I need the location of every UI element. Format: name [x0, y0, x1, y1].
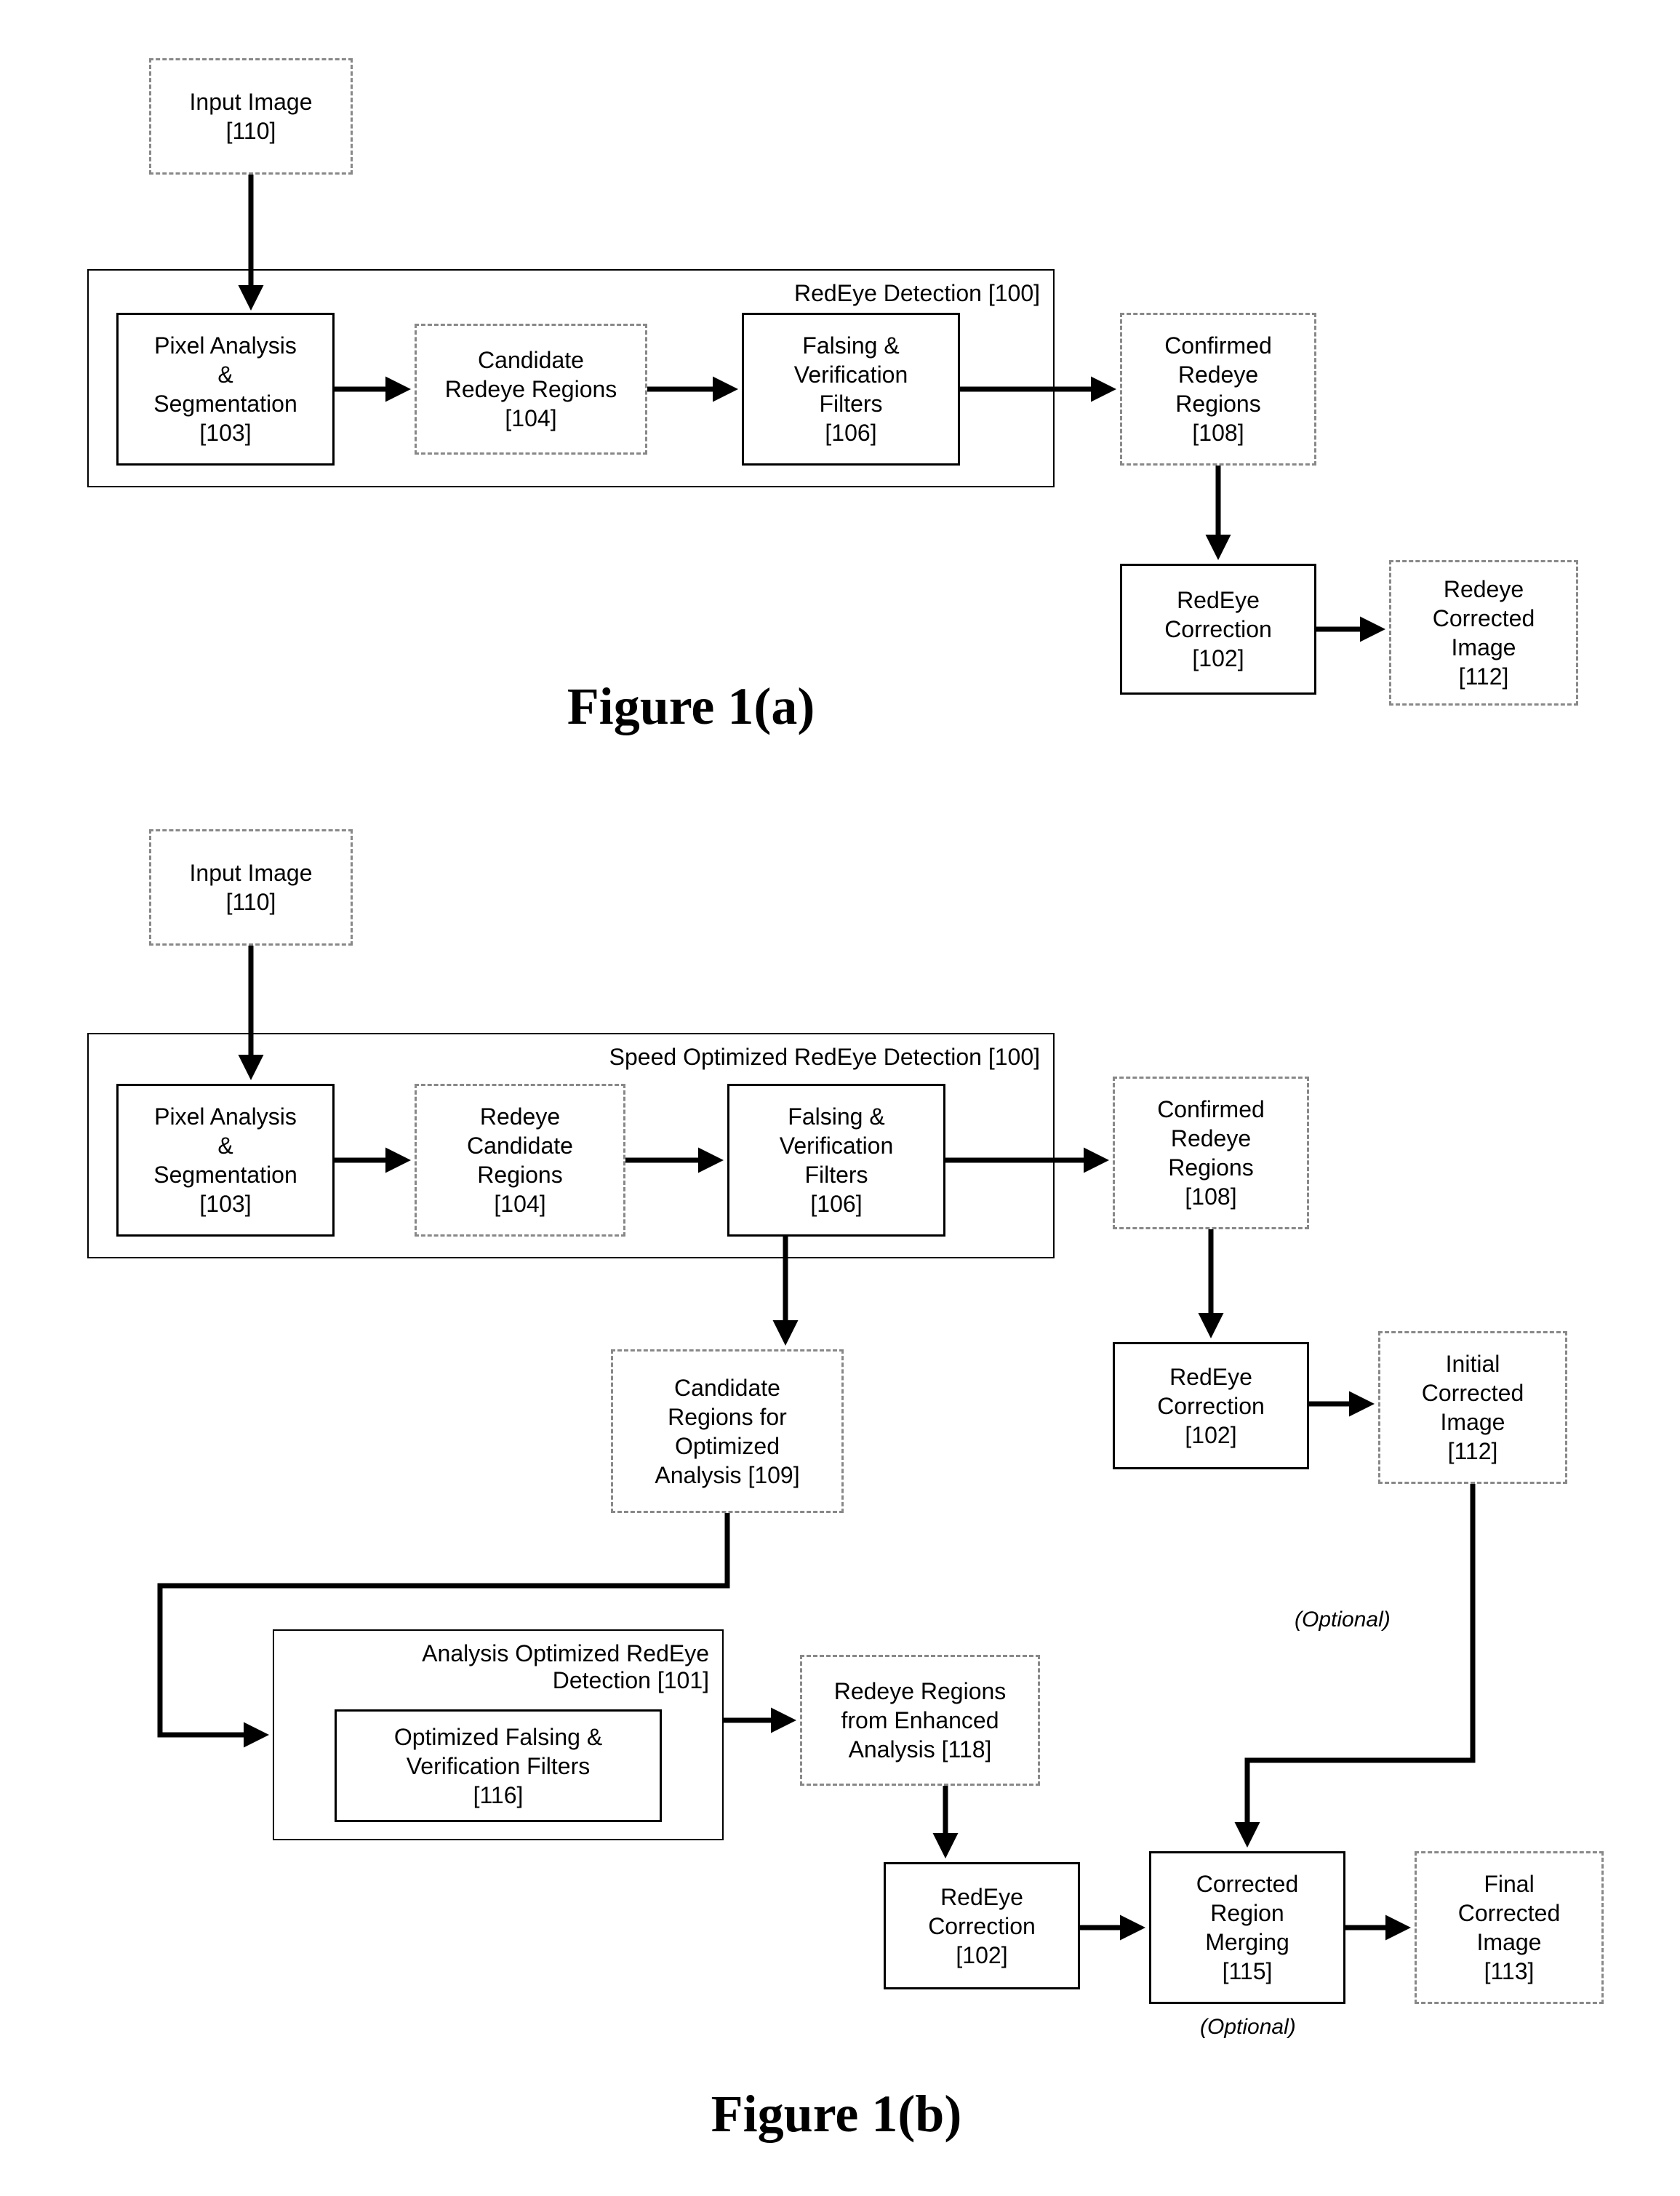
- fig-b-redeye-correction-2: RedEye Correction [102]: [884, 1862, 1080, 1989]
- diagram-page: Input Image [110] RedEye Detection [100]…: [0, 0, 1680, 2196]
- fig-b-candidate-regions: Redeye Candidate Regions [104]: [415, 1084, 625, 1237]
- fig-b-region-merging: Corrected Region Merging [115]: [1149, 1851, 1345, 2004]
- fig-b-confirmed-regions: Confirmed Redeye Regions [108]: [1113, 1077, 1309, 1229]
- fig-b-optional-1: (Optional): [1295, 1608, 1391, 1632]
- fig-a-redeye-correction: RedEye Correction [102]: [1120, 564, 1316, 695]
- fig-a-candidate-regions: Candidate Redeye Regions [104]: [415, 324, 647, 455]
- fig-b-caption: Figure 1(b): [582, 2084, 1091, 2144]
- fig-a-confirmed-regions: Confirmed Redeye Regions [108]: [1120, 313, 1316, 466]
- fig-b-enhanced-regions: Redeye Regions from Enhanced Analysis [1…: [800, 1655, 1040, 1786]
- fig-a-corrected-image: Redeye Corrected Image [112]: [1389, 560, 1578, 706]
- fig-b-initial-corrected: Initial Corrected Image [112]: [1378, 1331, 1567, 1484]
- fig-b-candidate-optimized: Candidate Regions for Optimized Analysis…: [611, 1349, 844, 1513]
- fig-b-optimized-filters: Optimized Falsing & Verification Filters…: [335, 1709, 662, 1822]
- fig-b-input-image: Input Image [110]: [149, 829, 353, 946]
- fig-b-falsing-filters: Falsing & Verification Filters [106]: [727, 1084, 945, 1237]
- fig-a-input-image: Input Image [110]: [149, 58, 353, 175]
- fig-b-pixel-analysis: Pixel Analysis & Segmentation [103]: [116, 1084, 335, 1237]
- fig-a-caption: Figure 1(a): [509, 676, 873, 737]
- fig-b-analysis-container-label: Analysis Optimized RedEye Detection [101…: [287, 1640, 709, 1694]
- fig-b-redeye-correction-1: RedEye Correction [102]: [1113, 1342, 1309, 1469]
- fig-a-container-label: RedEye Detection [100]: [553, 280, 1040, 307]
- fig-b-final-image: Final Corrected Image [113]: [1415, 1851, 1604, 2004]
- fig-b-speed-container-label: Speed Optimized RedEye Detection [100]: [407, 1044, 1040, 1071]
- fig-a-pixel-analysis: Pixel Analysis & Segmentation [103]: [116, 313, 335, 466]
- fig-b-optional-2: (Optional): [1200, 2015, 1296, 2040]
- fig-a-falsing-filters: Falsing & Verification Filters [106]: [742, 313, 960, 466]
